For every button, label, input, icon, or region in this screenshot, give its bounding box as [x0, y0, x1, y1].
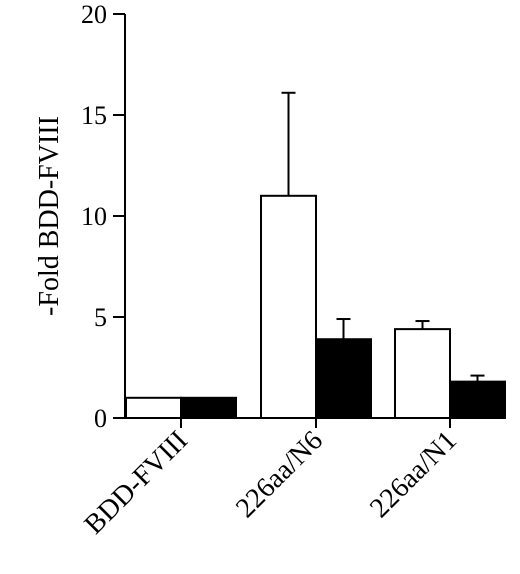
bar	[394, 328, 451, 419]
y-tick-label: 10	[81, 202, 107, 231]
bar	[125, 396, 182, 419]
y-tick-label: 15	[81, 101, 107, 130]
y-tick-label: 20	[81, 0, 107, 29]
bar	[260, 194, 317, 419]
y-tick-label: 0	[94, 404, 107, 433]
bars	[125, 194, 506, 420]
x-category-label: 226aa/N6	[230, 425, 329, 524]
y-axis-title: -Fold BDD-FVIII	[34, 116, 65, 316]
y-tick-label: 5	[94, 303, 107, 332]
bar	[449, 380, 506, 420]
labels: 0 5 10 15 20 -Fold BDD-FVIII BDD-FVIII 226aa/N6…	[34, 0, 463, 540]
x-category-label: BDD-FVIII	[79, 425, 194, 540]
bar	[315, 338, 372, 419]
x-category-label: 226aa/N1	[364, 425, 463, 524]
bar	[180, 396, 237, 419]
error-bars	[281, 91, 485, 382]
